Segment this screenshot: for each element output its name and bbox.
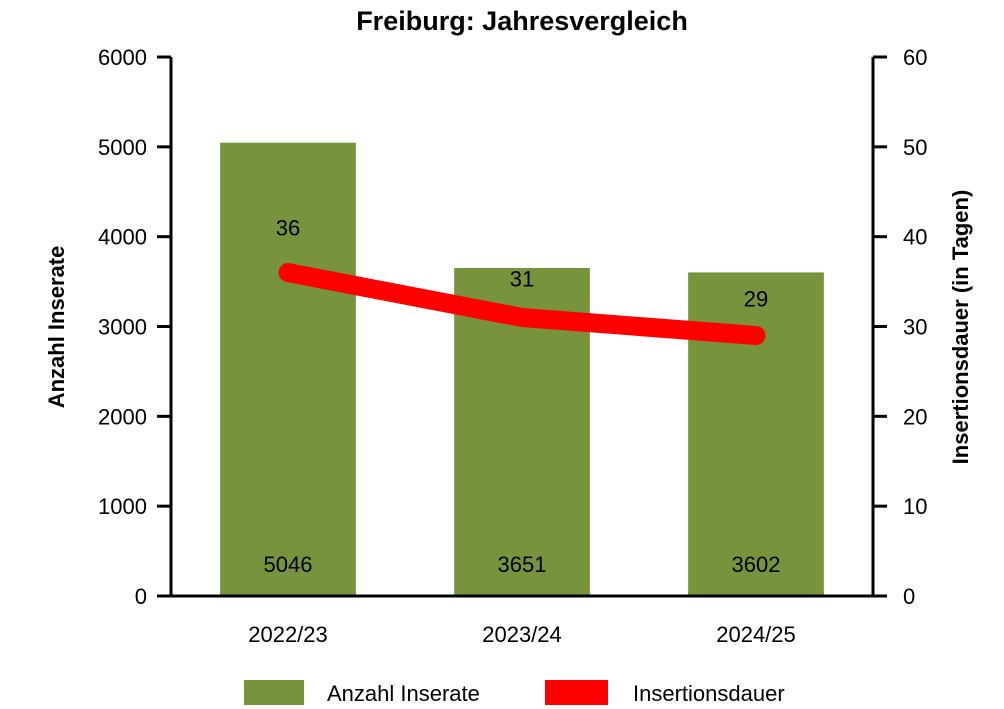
bar-2022-23 xyxy=(220,142,356,597)
y-axis-left-tick-label: 5000 xyxy=(98,135,147,160)
line-value-label: 29 xyxy=(744,286,768,311)
line-value-label: 36 xyxy=(276,216,300,241)
line-label-group: 36 31 29 xyxy=(276,216,768,312)
y-axis-right-ticks: 0 10 20 30 40 50 60 xyxy=(873,45,927,609)
y-axis-left-tick-label: 0 xyxy=(135,584,147,609)
y-axis-left-tick-label: 2000 xyxy=(98,404,147,429)
x-axis-category-label: 2022/23 xyxy=(248,622,328,647)
y-axis-right-tick-label: 60 xyxy=(903,45,927,70)
y-axis-right-tick-label: 30 xyxy=(903,315,927,340)
y-axis-left-tick-label: 1000 xyxy=(98,494,147,519)
legend-swatch-bars xyxy=(244,680,304,705)
bar-group xyxy=(220,142,824,597)
bar-value-label: 3651 xyxy=(498,552,547,577)
x-axis-category-label: 2023/24 xyxy=(482,622,562,647)
y-axis-right-tick-label: 10 xyxy=(903,494,927,519)
bar-value-label: 5046 xyxy=(264,552,313,577)
y-axis-right-tick-label: 40 xyxy=(903,225,927,250)
bar-value-label: 3602 xyxy=(732,552,781,577)
x-axis-category-label: 2024/25 xyxy=(716,622,796,647)
line-series-insertionsdauer xyxy=(278,263,766,345)
legend-swatch-line xyxy=(545,680,608,705)
legend-label-bars: Anzahl Inserate xyxy=(327,681,480,706)
x-axis-labels: 2022/23 2023/24 2024/25 xyxy=(248,622,796,647)
y-axis-right-tick-label: 0 xyxy=(903,584,915,609)
line-value-label: 31 xyxy=(510,267,534,292)
bar-label-group: 5046 3651 3602 xyxy=(264,552,781,577)
y-axis-left-tick-label: 3000 xyxy=(98,315,147,340)
y-axis-right-title: Insertionsdauer (in Tagen) xyxy=(948,190,973,465)
legend: Anzahl Inserate Insertionsdauer xyxy=(244,680,785,706)
y-axis-left-ticks: 0 1000 2000 3000 4000 5000 6000 xyxy=(98,45,171,609)
y-axis-left-tick-label: 6000 xyxy=(98,45,147,70)
y-axis-left-tick-label: 4000 xyxy=(98,225,147,250)
line-group xyxy=(278,263,766,345)
y-axis-left-title: Anzahl Inserate xyxy=(44,246,69,409)
bar-2024-25 xyxy=(688,272,824,596)
legend-label-line: Insertionsdauer xyxy=(633,681,785,706)
y-axis-right-tick-label: 50 xyxy=(903,135,927,160)
y-axis-right-tick-label: 20 xyxy=(903,404,927,429)
chart-title: Freiburg: Jahresvergleich xyxy=(356,6,688,36)
